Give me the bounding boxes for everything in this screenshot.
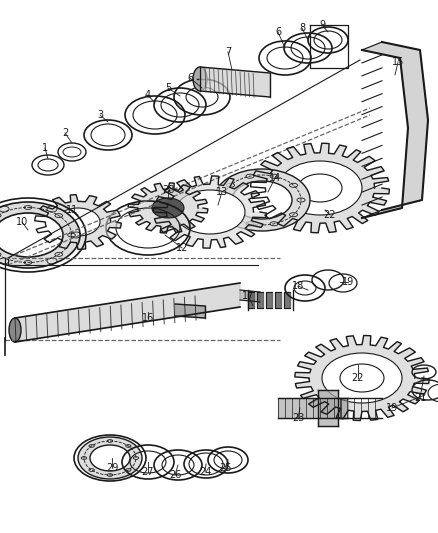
Text: 22: 22 (352, 373, 364, 383)
Text: 3: 3 (97, 110, 103, 120)
Polygon shape (284, 292, 290, 308)
Text: 4: 4 (145, 90, 151, 100)
Text: 2: 2 (62, 128, 68, 138)
Text: 13: 13 (216, 187, 228, 197)
Text: 8: 8 (299, 23, 305, 33)
Text: 16: 16 (142, 313, 154, 323)
Text: 9: 9 (319, 20, 325, 30)
Text: 25: 25 (219, 463, 231, 473)
Polygon shape (15, 283, 240, 342)
Text: 11: 11 (66, 205, 78, 215)
Ellipse shape (90, 445, 130, 471)
Text: 27: 27 (142, 467, 154, 477)
Ellipse shape (78, 437, 142, 479)
Polygon shape (35, 195, 121, 249)
Text: 22: 22 (324, 210, 336, 220)
Text: 5: 5 (165, 83, 171, 93)
Text: 21: 21 (414, 393, 426, 403)
Text: 6: 6 (275, 27, 281, 37)
Text: 7: 7 (225, 47, 231, 57)
Text: 28: 28 (162, 185, 174, 195)
Text: 10: 10 (16, 217, 28, 227)
Text: 23: 23 (292, 413, 304, 423)
Text: 6: 6 (187, 73, 193, 83)
Polygon shape (175, 304, 205, 318)
Polygon shape (266, 292, 272, 308)
Ellipse shape (232, 181, 292, 219)
Text: 24: 24 (199, 467, 211, 477)
Polygon shape (362, 42, 428, 218)
Ellipse shape (0, 202, 80, 268)
Polygon shape (278, 398, 348, 418)
Ellipse shape (193, 67, 207, 91)
Polygon shape (200, 67, 270, 97)
Text: 1: 1 (42, 143, 48, 153)
Polygon shape (248, 292, 254, 308)
Polygon shape (128, 183, 208, 233)
Text: 18: 18 (292, 281, 304, 291)
Text: 15: 15 (392, 57, 404, 67)
Text: 14: 14 (269, 173, 281, 183)
Ellipse shape (56, 208, 100, 236)
Text: 19: 19 (342, 277, 354, 287)
Ellipse shape (0, 213, 63, 257)
Ellipse shape (278, 161, 362, 215)
Polygon shape (295, 335, 429, 421)
Polygon shape (251, 143, 389, 233)
Ellipse shape (175, 190, 245, 234)
Polygon shape (318, 390, 338, 426)
Polygon shape (257, 292, 263, 308)
Ellipse shape (214, 169, 310, 231)
Polygon shape (153, 176, 266, 248)
Text: 26: 26 (169, 470, 181, 480)
Text: 29: 29 (106, 463, 118, 473)
Polygon shape (275, 292, 281, 308)
Ellipse shape (152, 198, 184, 218)
Ellipse shape (9, 318, 21, 342)
Text: 19: 19 (386, 403, 398, 413)
Polygon shape (240, 290, 260, 302)
Text: 12: 12 (176, 243, 188, 253)
Text: 17: 17 (242, 291, 254, 301)
Ellipse shape (322, 353, 402, 403)
